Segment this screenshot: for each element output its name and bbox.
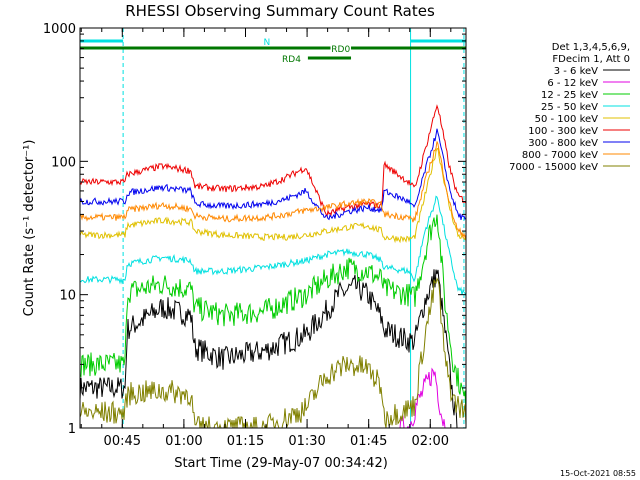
y-axis-label: Count Rate (s⁻¹ detector⁻¹)	[22, 140, 37, 317]
x-tick-label-4: 01:45	[350, 434, 387, 449]
series-line-8	[80, 277, 466, 428]
x-tick-label-5: 02:00	[412, 434, 449, 449]
legend-label-1: 6 - 12 keV	[547, 78, 598, 89]
legend-label-8: 7000 - 15000 keV	[509, 162, 598, 173]
state-bar-label-rd4: RD4	[282, 55, 301, 65]
chart-title: RHESSI Observing Summary Count Rates	[125, 2, 435, 20]
series-line-2	[80, 214, 466, 416]
x-tick-label-0: 00:45	[104, 434, 141, 449]
y-axis: 1 10 100 1000	[43, 22, 466, 437]
y-tick-label-3: 1000	[43, 22, 76, 37]
series-line-7	[80, 141, 466, 239]
series-group	[80, 104, 466, 428]
x-tick-label-3: 01:30	[288, 434, 325, 449]
legend-header-0: Det 1,3,4,5,6,9,	[552, 42, 630, 53]
series-line-0	[80, 269, 458, 428]
state-bars: N RD0 RD4	[80, 38, 466, 65]
legend-header-1: FDecim 1, Att 0	[552, 54, 630, 65]
legend: Det 1,3,4,5,6,9,FDecim 1, Att 03 - 6 keV…	[509, 42, 630, 173]
x-tick-label-2: 01:15	[227, 434, 264, 449]
state-bar-label-n: N	[263, 38, 270, 48]
series-line-3	[80, 195, 466, 297]
footer-timestamp: 15-Oct-2021 08:55	[560, 469, 636, 478]
legend-label-7: 800 - 7000 keV	[522, 150, 598, 161]
legend-label-5: 100 - 300 keV	[528, 126, 598, 137]
legend-label-2: 12 - 25 keV	[541, 90, 598, 101]
legend-label-3: 25 - 50 keV	[541, 102, 598, 113]
y-tick-label-0: 1	[68, 422, 76, 437]
plot-frame	[79, 27, 467, 429]
x-tick-label-1: 01:00	[165, 434, 202, 449]
legend-label-6: 300 - 800 keV	[528, 138, 598, 149]
series-line-4	[80, 147, 466, 244]
series-line-6	[80, 128, 466, 221]
state-bar-label-rd0: RD0	[331, 45, 350, 55]
legend-label-4: 50 - 100 keV	[535, 114, 599, 125]
legend-label-0: 3 - 6 keV	[554, 66, 598, 77]
series-line-5	[80, 104, 466, 218]
y-tick-label-1: 10	[59, 289, 76, 304]
y-tick-label-2: 100	[51, 155, 76, 170]
x-axis: 00:45 01:00 01:15 01:30 01:45 02:00	[80, 28, 452, 449]
x-axis-label: Start Time (29-May-07 00:34:42)	[174, 456, 388, 471]
series-line-1	[399, 367, 446, 428]
vertical-markers	[79, 28, 465, 428]
